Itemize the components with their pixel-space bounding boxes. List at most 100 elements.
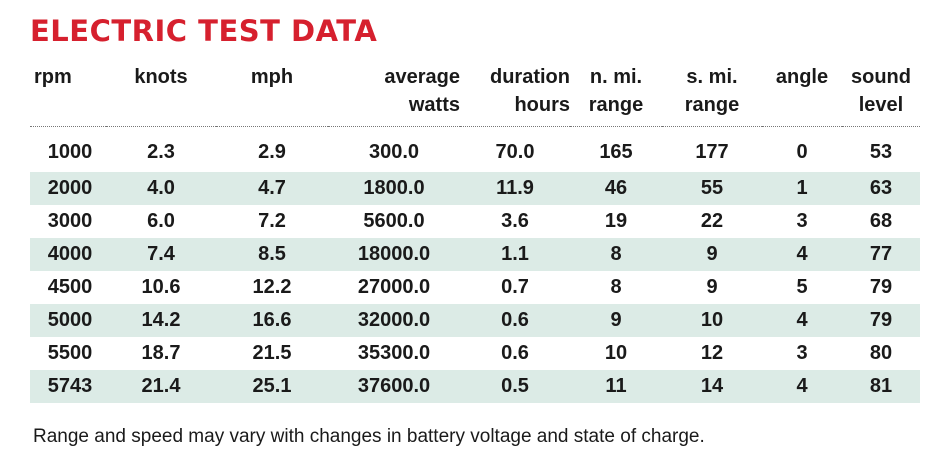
column-header-line: range — [588, 94, 644, 116]
cell-knots: 18.7 — [141, 342, 181, 364]
cell-smi-range: 9 — [662, 238, 762, 271]
column-header-line: level — [858, 94, 904, 116]
cell-smi-range: 12 — [700, 342, 724, 364]
cell-average-watts: 300.0 — [368, 140, 420, 163]
cell-knots: 10.6 — [141, 276, 181, 298]
table-row: 5500 18.7 21.5 35300.0 0.6 10 12 3 80 — [30, 337, 920, 370]
cell-rpm: 5000 — [30, 304, 106, 337]
table-row: 4500 10.6 12.2 27000.0 0.7 8 9 5 79 — [30, 271, 920, 304]
cell-angle: 4 — [762, 304, 842, 337]
cell-angle: 0 — [796, 140, 808, 163]
cell-duration-hours: 11.9 — [460, 172, 570, 205]
cell-average-watts: 1800.0 — [328, 172, 460, 205]
cell-rpm: 4000 — [30, 238, 106, 271]
table-row: 5000 14.2 16.6 32000.0 0.6 9 10 4 79 — [30, 304, 920, 337]
cell-sound-level: 53 — [869, 140, 893, 163]
column-header-sound-level: sound level — [842, 61, 920, 127]
cell-mph: 2.9 — [258, 140, 286, 163]
cell-average-watts: 5600.0 — [363, 210, 425, 232]
electric-test-data-table: rpm knots mph average watts duration hou… — [30, 61, 920, 403]
cell-angle: 4 — [762, 238, 842, 271]
table-row: 2000 4.0 4.7 1800.0 11.9 46 55 1 63 — [30, 172, 920, 205]
cell-average-watts: 32000.0 — [328, 304, 460, 337]
cell-mph: 21.5 — [252, 342, 292, 364]
cell-nmi-range: 8 — [570, 238, 662, 271]
cell-smi-range: 22 — [700, 210, 724, 232]
cell-mph: 12.2 — [252, 276, 292, 298]
column-header-line: knots — [134, 66, 188, 88]
cell-angle: 3 — [796, 342, 808, 364]
column-header-line: hours — [514, 94, 570, 116]
column-header-smi-range: s. mi. range — [662, 61, 762, 127]
cell-smi-range: 14 — [662, 370, 762, 403]
cell-angle: 5 — [796, 276, 808, 298]
cell-sound-level: 77 — [842, 238, 920, 271]
cell-nmi-range: 8 — [610, 276, 622, 298]
column-header-knots: knots — [106, 61, 216, 127]
cell-nmi-range: 19 — [604, 210, 628, 232]
cell-nmi-range: 9 — [570, 304, 662, 337]
column-header-line: watts — [408, 94, 460, 116]
cell-duration-hours: 0.6 — [501, 342, 529, 364]
table-row: 4000 7.4 8.5 18000.0 1.1 8 9 4 77 — [30, 238, 920, 271]
cell-sound-level: 80 — [869, 342, 893, 364]
table-row: 3000 6.0 7.2 5600.0 3.6 19 22 3 68 — [30, 205, 920, 238]
cell-knots: 2.3 — [147, 140, 175, 163]
cell-rpm: 5743 — [30, 370, 106, 403]
cell-sound-level: 81 — [842, 370, 920, 403]
column-header-line: sound — [851, 66, 911, 88]
cell-knots: 6.0 — [147, 210, 175, 232]
cell-knots: 4.0 — [106, 172, 216, 205]
cell-knots: 7.4 — [106, 238, 216, 271]
cell-rpm: 3000 — [47, 210, 93, 232]
cell-duration-hours: 0.7 — [501, 276, 529, 298]
column-header-line: average — [384, 66, 460, 88]
cell-duration-hours: 3.6 — [501, 210, 529, 232]
header-row: rpm knots mph average watts duration hou… — [30, 61, 920, 127]
cell-smi-range: 177 — [695, 140, 729, 163]
column-header-nmi-range: n. mi. range — [570, 61, 662, 127]
cell-average-watts: 27000.0 — [357, 276, 431, 298]
cell-nmi-range: 165 — [599, 140, 633, 163]
table-row: 1000 2.3 2.9 300.0 70.0 165 177 0 53 — [30, 127, 920, 173]
cell-average-watts: 18000.0 — [328, 238, 460, 271]
cell-duration-hours: 70.0 — [495, 140, 535, 163]
cell-duration-hours: 0.5 — [460, 370, 570, 403]
column-header-line: angle — [775, 66, 829, 88]
column-header-line: n. mi. — [589, 66, 643, 88]
cell-angle: 1 — [762, 172, 842, 205]
cell-mph: 16.6 — [216, 304, 328, 337]
cell-smi-range: 10 — [662, 304, 762, 337]
cell-rpm: 1000 — [47, 140, 93, 163]
cell-sound-level: 63 — [842, 172, 920, 205]
cell-mph: 25.1 — [216, 370, 328, 403]
cell-rpm: 2000 — [30, 172, 106, 205]
table-title: ELECTRIC TEST DATA — [30, 14, 378, 48]
column-header-line: duration — [490, 66, 570, 88]
column-header-angle: angle — [762, 61, 842, 127]
column-header-line: s. mi. — [686, 66, 738, 88]
table-row: 5743 21.4 25.1 37600.0 0.5 11 14 4 81 — [30, 370, 920, 403]
cell-angle: 4 — [762, 370, 842, 403]
cell-nmi-range: 10 — [604, 342, 628, 364]
cell-duration-hours: 1.1 — [460, 238, 570, 271]
column-header-line: rpm — [34, 66, 72, 88]
cell-sound-level: 68 — [869, 210, 893, 232]
cell-angle: 3 — [796, 210, 808, 232]
cell-average-watts: 35300.0 — [357, 342, 431, 364]
cell-sound-level: 79 — [869, 276, 893, 298]
column-header-duration-hours: duration hours — [460, 61, 570, 127]
column-header-line: range — [684, 94, 740, 116]
cell-average-watts: 37600.0 — [328, 370, 460, 403]
cell-duration-hours: 0.6 — [460, 304, 570, 337]
cell-mph: 4.7 — [216, 172, 328, 205]
cell-nmi-range: 46 — [570, 172, 662, 205]
cell-rpm: 5500 — [47, 342, 93, 364]
cell-smi-range: 9 — [706, 276, 718, 298]
cell-knots: 14.2 — [106, 304, 216, 337]
footnote: Range and speed may vary with changes in… — [33, 426, 705, 447]
cell-sound-level: 79 — [842, 304, 920, 337]
cell-nmi-range: 11 — [570, 370, 662, 403]
cell-smi-range: 55 — [662, 172, 762, 205]
cell-mph: 7.2 — [258, 210, 286, 232]
